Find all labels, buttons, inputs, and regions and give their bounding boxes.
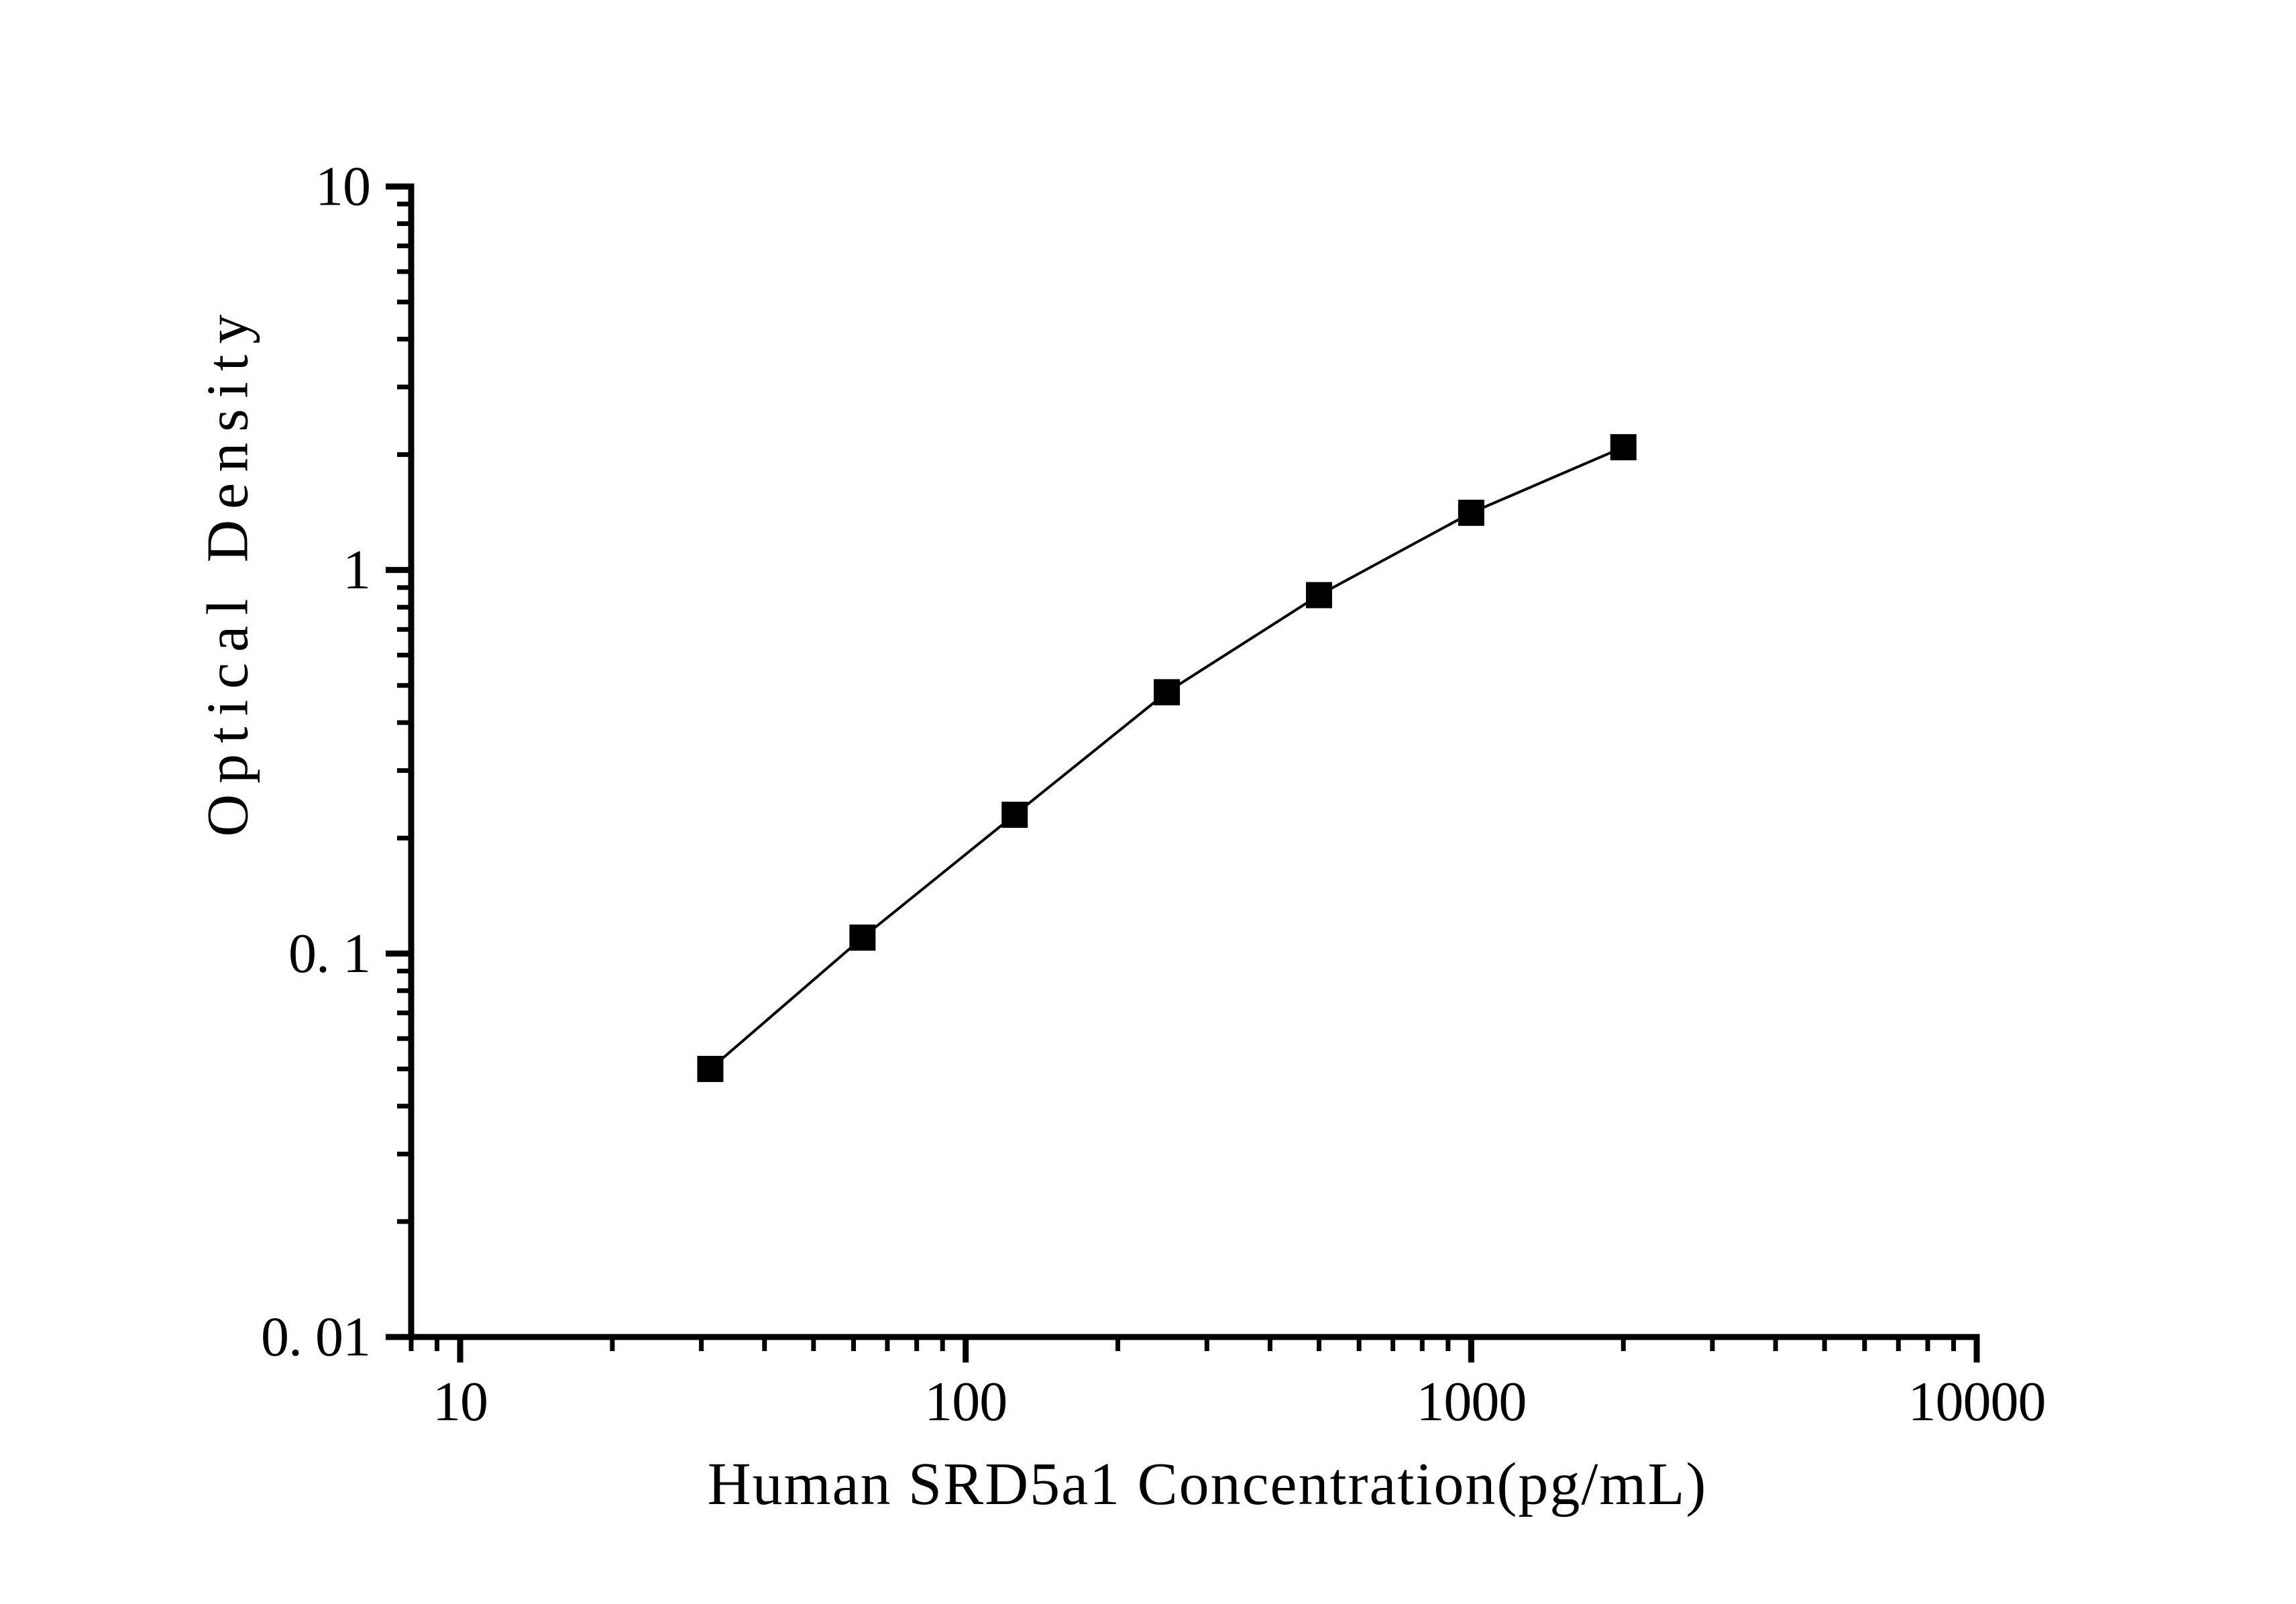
data-point-marker: [1305, 582, 1332, 608]
axis-lines: [408, 183, 1980, 1340]
data-point-marker: [1458, 499, 1484, 526]
y-axis-tick-label: 0. 1: [288, 922, 370, 985]
data-point-marker: [697, 1055, 724, 1082]
x-axis-tick-label: 10000: [1908, 1371, 2046, 1433]
y-axis-title: Optical Density: [196, 304, 261, 837]
data-point-marker: [849, 924, 876, 951]
data-point-marker: [1154, 679, 1181, 706]
x-axis-tick-label: 1000: [1416, 1371, 1526, 1433]
data-point-marker: [1610, 434, 1637, 461]
y-axis-tick-label: 10: [315, 156, 370, 218]
x-axis-tick-label: 10: [433, 1371, 488, 1433]
x-axis-title: Human SRD5a1 Concentration(pg/mL): [708, 1451, 1708, 1517]
x-axis-tick-label: 100: [924, 1371, 1007, 1433]
y-axis-tick-label: 0. 01: [261, 1306, 370, 1369]
data-point-marker: [1001, 802, 1028, 828]
y-axis-tick-label: 1: [343, 539, 370, 601]
standard-curve-line: [709, 445, 1625, 1070]
